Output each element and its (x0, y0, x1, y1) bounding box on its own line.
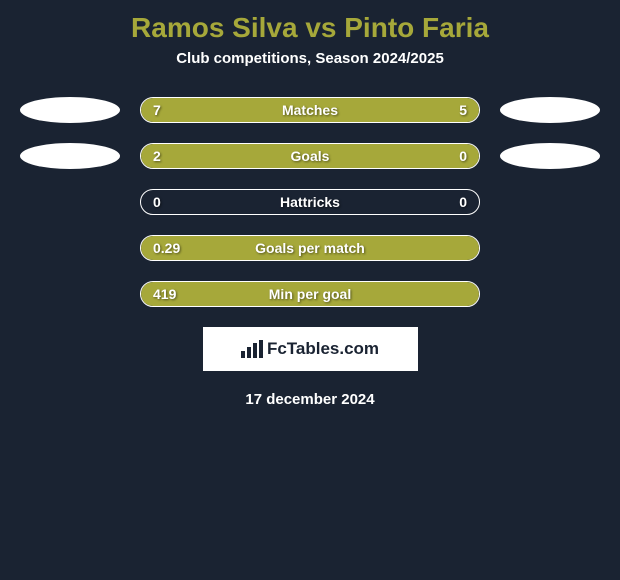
stat-bar: 2 0 Goals (140, 143, 480, 169)
left-ellipse (20, 143, 120, 169)
value-left: 419 (153, 286, 176, 302)
comparison-rows: 7 5 Matches 2 0 Goals 0 0 Hattricks 0.29 Goals per… (0, 97, 620, 307)
value-right: 5 (459, 102, 467, 118)
stat-label: Matches (282, 102, 338, 118)
stat-bar: 0.29 Goals per match (140, 235, 480, 261)
bars-icon (241, 340, 263, 358)
value-right: 0 (459, 148, 467, 164)
stat-bar: 419 Min per goal (140, 281, 480, 307)
value-left: 0 (153, 194, 161, 210)
stat-bar: 7 5 Matches (140, 97, 480, 123)
bar-fill-right (338, 98, 479, 122)
value-left: 0.29 (153, 240, 180, 256)
page-subtitle: Club competitions, Season 2024/2025 (0, 50, 620, 97)
stat-label: Hattricks (280, 194, 340, 210)
comparison-row: 0 0 Hattricks (0, 189, 620, 215)
value-right: 0 (459, 194, 467, 210)
comparison-row: 7 5 Matches (0, 97, 620, 123)
logo-text: FcTables.com (267, 339, 379, 359)
date-text: 17 december 2024 (0, 391, 620, 408)
logo-box: FcTables.com (203, 327, 418, 371)
right-ellipse (500, 97, 600, 123)
comparison-row: 0.29 Goals per match (0, 235, 620, 261)
left-ellipse (20, 97, 120, 123)
stat-label: Goals per match (255, 240, 365, 256)
right-ellipse (500, 143, 600, 169)
bar-fill-right (411, 144, 479, 168)
comparison-row: 419 Min per goal (0, 281, 620, 307)
stat-label: Goals (291, 148, 330, 164)
comparison-row: 2 0 Goals (0, 143, 620, 169)
value-left: 2 (153, 148, 161, 164)
stat-label: Min per goal (269, 286, 351, 302)
page-title: Ramos Silva vs Pinto Faria (0, 0, 620, 50)
bar-fill-left (141, 144, 411, 168)
stat-bar: 0 0 Hattricks (140, 189, 480, 215)
value-left: 7 (153, 102, 161, 118)
